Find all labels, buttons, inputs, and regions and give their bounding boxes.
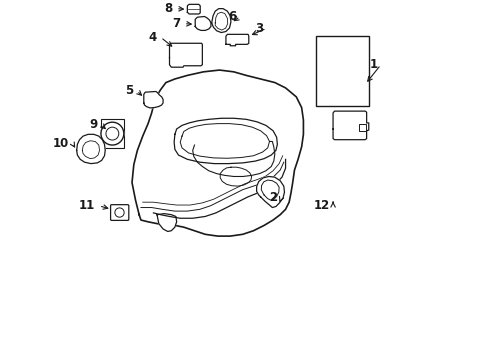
Polygon shape	[256, 176, 284, 207]
Text: 9: 9	[89, 118, 97, 131]
Polygon shape	[332, 111, 368, 140]
Polygon shape	[195, 17, 210, 30]
Polygon shape	[157, 213, 176, 231]
Polygon shape	[143, 91, 163, 108]
Polygon shape	[77, 134, 105, 163]
Text: 6: 6	[228, 10, 236, 23]
Polygon shape	[211, 9, 230, 32]
Text: 2: 2	[269, 192, 277, 204]
Polygon shape	[187, 4, 200, 14]
Polygon shape	[169, 43, 202, 67]
FancyBboxPatch shape	[110, 205, 128, 220]
Text: 5: 5	[124, 84, 133, 97]
Polygon shape	[225, 34, 248, 46]
Text: 1: 1	[368, 58, 377, 71]
Circle shape	[101, 122, 123, 145]
Text: 7: 7	[172, 17, 180, 30]
Polygon shape	[174, 118, 277, 163]
Text: 10: 10	[52, 137, 69, 150]
Bar	[358, 124, 365, 131]
Text: 11: 11	[79, 199, 95, 212]
Text: 3: 3	[254, 22, 263, 35]
Text: 4: 4	[148, 31, 157, 44]
Polygon shape	[132, 70, 303, 236]
Text: 8: 8	[164, 2, 172, 15]
Bar	[101, 119, 123, 148]
Bar	[315, 36, 368, 106]
Text: 12: 12	[313, 198, 329, 212]
